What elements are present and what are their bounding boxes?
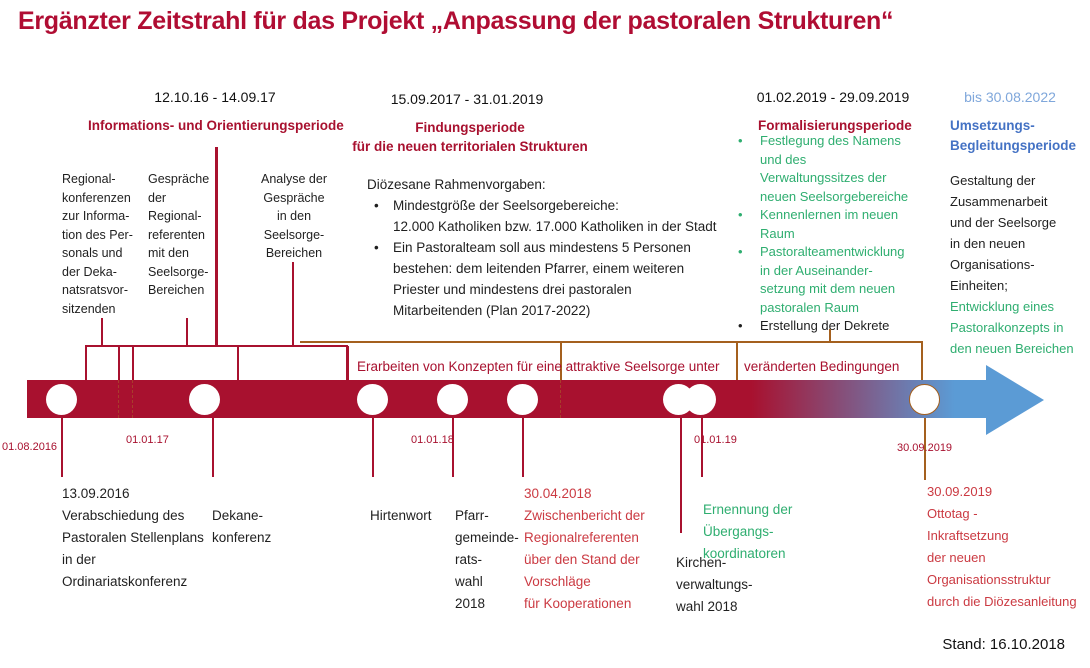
period-3-name: Formalisierungsperiode bbox=[758, 118, 912, 133]
period-1-dates: 12.10.16 - 14.09.17 bbox=[154, 89, 276, 105]
milestone-dot-5 bbox=[507, 384, 538, 415]
milestone-dot-4 bbox=[437, 384, 468, 415]
rahmenvorgaben-bullet: Mindestgröße der Seelsorgebereiche: 12.0… bbox=[367, 195, 759, 237]
event-line bbox=[61, 418, 63, 477]
brown-bracket-drop bbox=[736, 341, 738, 380]
brown-bracket-drop bbox=[560, 341, 562, 380]
bracket-drop bbox=[237, 346, 239, 380]
event-line bbox=[372, 418, 374, 477]
milestone-dot-3 bbox=[357, 384, 388, 415]
event-label-ottotag: 30.09.2019 Ottotag - Inkraftsetzung der … bbox=[927, 484, 1077, 609]
event-label-hirtenwort: Hirtenwort bbox=[370, 508, 432, 523]
formalisierung-bullet: Erstellung der Dekrete bbox=[736, 317, 942, 336]
period-2-dates: 15.09.2017 - 31.01.2019 bbox=[390, 91, 544, 107]
event-line bbox=[701, 418, 703, 477]
block-gespraeche: Gespräche der Regional- referenten mit d… bbox=[148, 172, 210, 297]
faint-drop-line bbox=[132, 380, 133, 418]
milestone-dot-1 bbox=[46, 384, 77, 415]
event-line bbox=[452, 418, 454, 477]
axis-date: 01.08.2016 bbox=[2, 441, 58, 453]
axis-date: 01.01.17 bbox=[126, 434, 169, 446]
connector-line bbox=[292, 262, 294, 346]
milestone-dot-2 bbox=[189, 384, 220, 415]
event-label-stellenplan: 13.09.2016 Verabschiedung des Pastoralen… bbox=[62, 486, 204, 589]
event-line bbox=[522, 418, 524, 477]
bracket-drop bbox=[132, 346, 134, 380]
formalisierung-bullet: Pastoralteamentwicklung in der Auseinand… bbox=[736, 243, 942, 317]
faint-drop-line bbox=[118, 380, 119, 418]
event-label-zwischenbericht: 30.04.2018 Zwischenbericht der Regionalr… bbox=[524, 486, 645, 611]
milestone-dot-7 bbox=[685, 384, 716, 415]
formalisierung-bullet: Kennenlernen im neuen Raum bbox=[736, 206, 942, 243]
period-2-name: Findungsperiode für die neuen territoria… bbox=[352, 120, 588, 154]
formalisierung-bullet: Festlegung des Namens und des Verwaltung… bbox=[736, 132, 942, 206]
umsetzung-green-text: Entwicklung eines Pastoralkonzepts in de… bbox=[950, 299, 1074, 356]
period-3-dates: 01.02.2019 - 29.09.2019 bbox=[756, 89, 910, 105]
axis-date: 01.01.19 bbox=[694, 434, 737, 446]
rahmenvorgaben-block: Diözesane Rahmenvorgaben: Mindestgröße d… bbox=[367, 174, 759, 321]
banner-left-edge bbox=[346, 346, 349, 380]
connector-line bbox=[101, 318, 103, 346]
event-line bbox=[212, 418, 214, 477]
brown-bracket-line bbox=[300, 341, 922, 343]
event-line bbox=[924, 418, 926, 480]
status-date: Stand: 16.10.2018 bbox=[942, 636, 1065, 653]
connector-line bbox=[186, 318, 188, 346]
event-label-uebergangskoordinatoren: Ernennung der Übergangs- koordinatoren bbox=[703, 502, 793, 561]
rahmenvorgaben-heading: Diözesane Rahmenvorgaben: bbox=[367, 177, 546, 192]
connector-line bbox=[215, 147, 218, 346]
period-1-name: Informations- und Orientierungsperiode bbox=[88, 118, 344, 133]
bracket-drop bbox=[118, 346, 120, 380]
event-line bbox=[680, 418, 682, 533]
page-title: Ergänzter Zeitstrahl für das Projekt „An… bbox=[18, 7, 894, 35]
bracket-drop bbox=[85, 346, 87, 380]
block-regionalkonferenzen: Regional- konferenzen zur Informa- tion … bbox=[62, 172, 133, 316]
period-4-dates: bis 30.08.2022 bbox=[964, 89, 1056, 105]
faint-drop-line bbox=[560, 380, 561, 418]
event-label-dekanekonferenz: Dekane- konferenz bbox=[212, 508, 272, 545]
brown-bracket-uptick bbox=[829, 329, 831, 341]
period-4-name: Umsetzungs- Begleitungsperiode bbox=[950, 118, 1077, 153]
event-label-kirchenverwaltungswahl: Kirchen- verwaltungs- wahl 2018 bbox=[676, 555, 753, 614]
event-label-pfarrgemeinderatswahl: Pfarr- gemeinde- rats- wahl 2018 bbox=[455, 508, 519, 611]
rahmenvorgaben-bullet: Ein Pastoralteam soll aus mindestens 5 P… bbox=[367, 237, 759, 321]
axis-date: 01.01.18 bbox=[411, 434, 454, 446]
banner-text-right: veränderten Bedingungen bbox=[744, 359, 900, 374]
timeline-arrow-head bbox=[986, 365, 1044, 435]
umsetzung-black-text: Gestaltung der Zusammenarbeit und der Se… bbox=[950, 173, 1057, 293]
milestone-dot-8 bbox=[909, 384, 940, 415]
formalisierung-bullets: Festlegung des Namens und des Verwaltung… bbox=[736, 132, 942, 336]
axis-date: 30.09.2019 bbox=[897, 442, 953, 454]
block-analyse: Analyse der Gespräche in den Seelsorge- … bbox=[260, 172, 327, 260]
brown-bracket-drop bbox=[921, 341, 923, 380]
banner-text-left: Erarbeiten von Konzepten für eine attrak… bbox=[357, 359, 720, 374]
bracket-line bbox=[85, 345, 348, 347]
